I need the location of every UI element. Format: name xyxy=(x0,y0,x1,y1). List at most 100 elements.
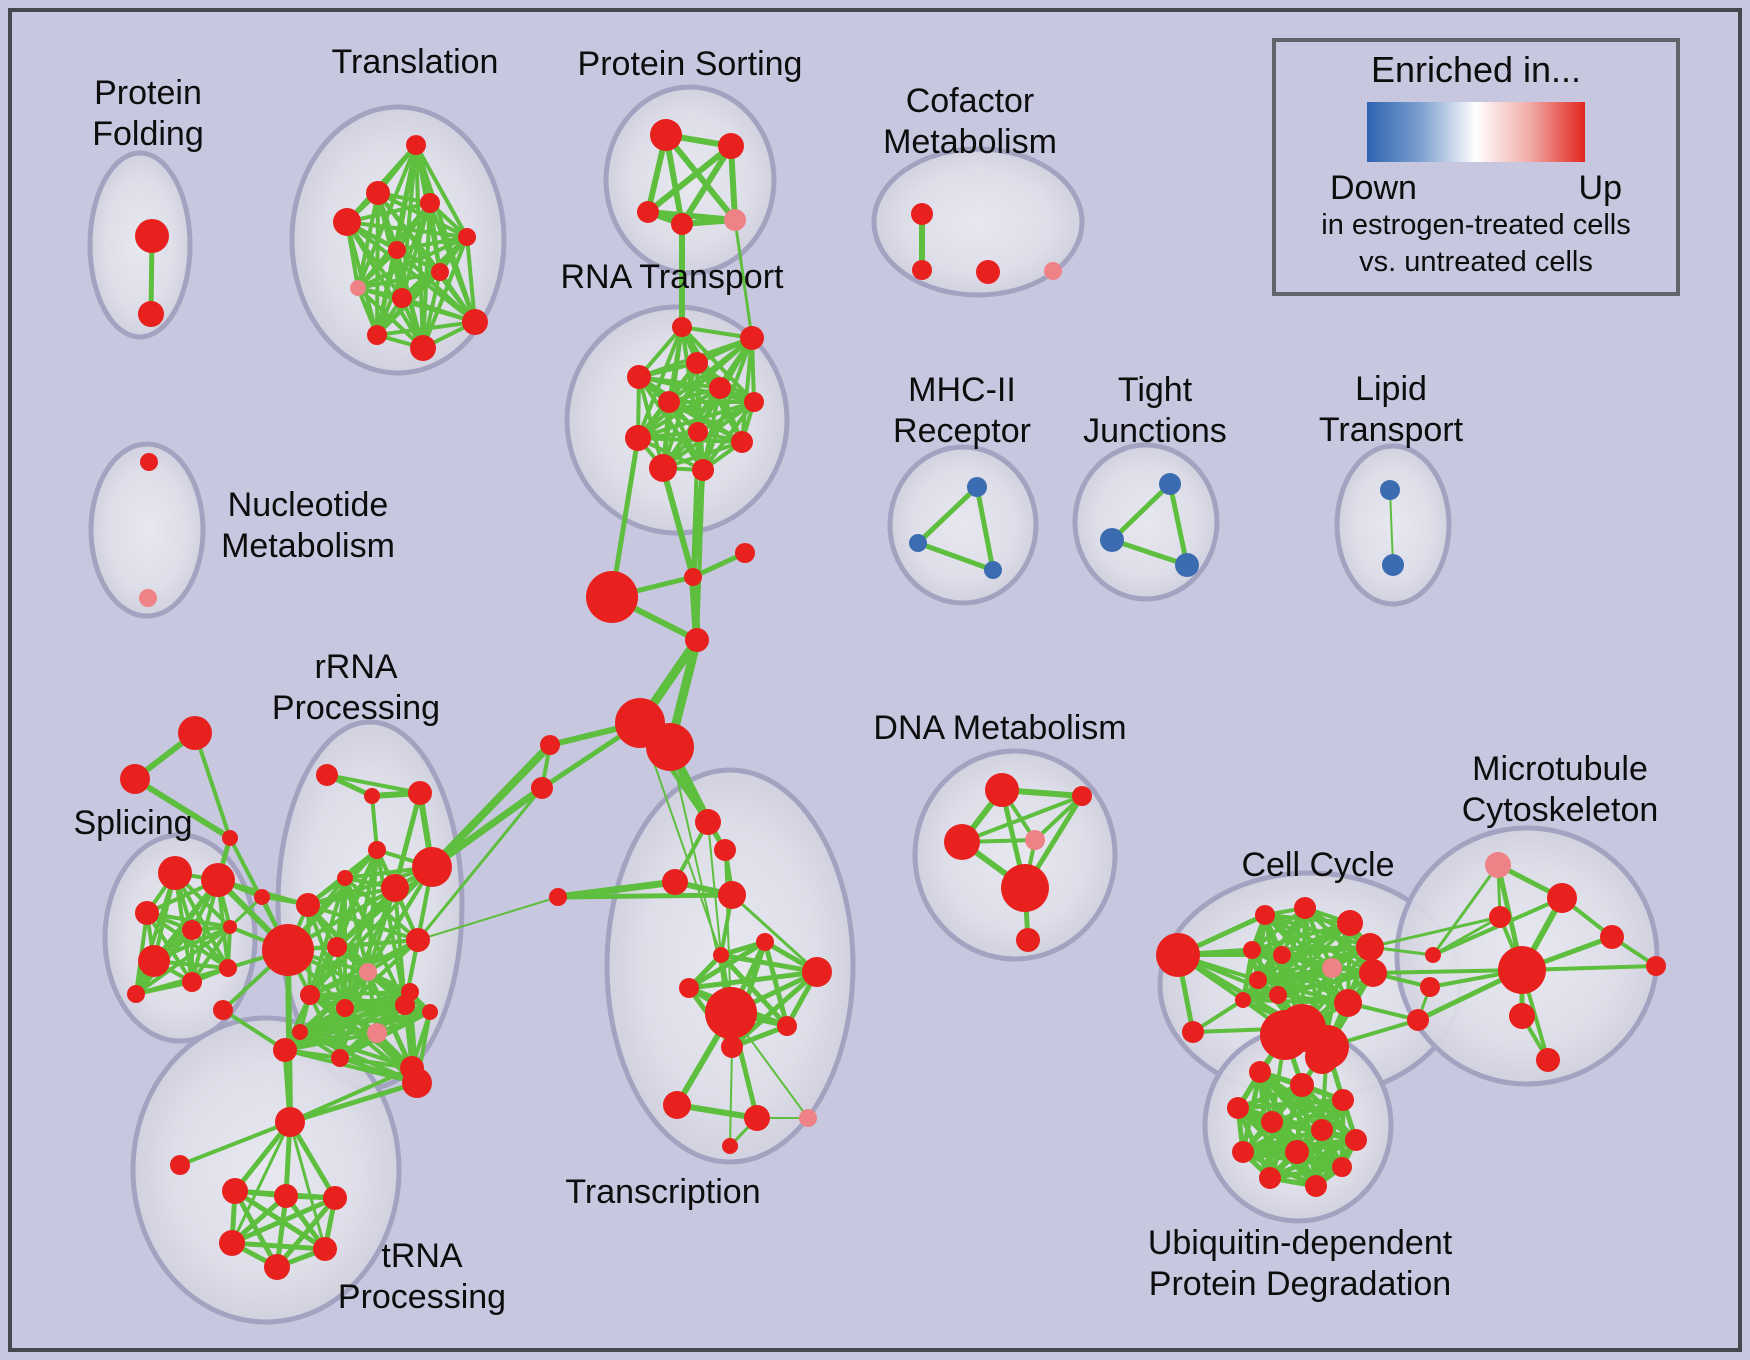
gene-set-node-tr0 xyxy=(275,1107,305,1137)
gene-set-node-b2 xyxy=(684,568,702,586)
cluster-label-microtubule-cytoskeleton: Cytoskeleton xyxy=(1462,791,1659,829)
gene-set-node-c2 xyxy=(1294,897,1316,919)
gene-set-node-rt3 xyxy=(686,352,708,374)
edge xyxy=(392,790,423,891)
edge xyxy=(416,786,544,942)
gene-set-node-mt6 xyxy=(1509,1003,1535,1029)
gene-set-node-u1 xyxy=(1260,1010,1310,1060)
edge xyxy=(145,911,230,970)
edge xyxy=(1389,489,1394,566)
edge xyxy=(1167,481,1190,568)
gene-set-node-r9 xyxy=(262,924,314,976)
gene-set-node-r24 xyxy=(401,983,419,1001)
gene-set-node-m2 xyxy=(909,534,927,552)
edge xyxy=(663,132,738,223)
edge xyxy=(395,235,469,252)
cluster-label-splicing: Splicing xyxy=(73,804,192,842)
gene-set-node-r6 xyxy=(296,893,320,917)
edge xyxy=(686,969,820,991)
gene-set-node-s2 xyxy=(201,863,235,897)
gene-set-node-c6 xyxy=(1322,958,1342,978)
edge xyxy=(190,925,232,984)
edge xyxy=(1371,968,1524,975)
edge xyxy=(178,1120,292,1167)
edge xyxy=(915,484,980,546)
gene-set-node-sp0a xyxy=(178,716,212,750)
edge xyxy=(609,435,641,600)
edge xyxy=(356,248,399,290)
edge xyxy=(375,320,477,337)
gene-set-node-c11 xyxy=(1359,959,1387,987)
gene-set-node-tj3 xyxy=(1175,553,1199,577)
gene-set-node-tx13 xyxy=(744,1105,770,1131)
gene-set-node-b8 xyxy=(531,777,553,799)
gene-set-node-ps4 xyxy=(671,213,693,235)
edge xyxy=(465,235,477,324)
legend-scale-row: Down Up xyxy=(1330,170,1622,206)
gene-set-node-tx5 xyxy=(756,933,774,951)
edge xyxy=(393,886,407,1007)
edge xyxy=(306,865,434,907)
cluster-ellipse-lipid-transport xyxy=(1334,443,1452,607)
gene-set-node-rt2 xyxy=(740,326,764,350)
edge xyxy=(1250,921,1352,952)
gene-set-node-ub3 xyxy=(1227,1097,1249,1119)
edge xyxy=(915,540,996,573)
gene-set-node-ub4 xyxy=(1332,1089,1354,1111)
gene-set-node-sp0b xyxy=(120,764,150,794)
edge xyxy=(1431,863,1500,957)
gene-set-node-s6 xyxy=(138,945,170,977)
edge xyxy=(343,938,420,1010)
gene-set-node-c16 xyxy=(1425,947,1441,963)
cluster-label-lipid-transport: Transport xyxy=(1319,411,1464,449)
gene-set-node-r19 xyxy=(213,1000,233,1020)
cluster-label-lipid-transport: Lipid xyxy=(1355,370,1427,408)
gene-set-node-d3 xyxy=(944,824,980,860)
edge xyxy=(707,821,722,956)
edge xyxy=(729,1046,733,1147)
gene-set-node-ub8 xyxy=(1232,1141,1254,1163)
edge xyxy=(660,465,696,580)
cluster-label-cell-cycle: Cell Cycle xyxy=(1241,846,1394,884)
cluster-label-mhc-ii-receptor: Receptor xyxy=(893,412,1031,450)
cluster-ellipse-cofactor-metabolism xyxy=(871,146,1085,298)
edge xyxy=(193,731,232,840)
edge xyxy=(974,484,996,573)
gene-set-node-r2 xyxy=(364,788,380,804)
edge xyxy=(669,746,732,1014)
gene-set-node-tr1 xyxy=(170,1155,190,1175)
gene-set-node-rt1 xyxy=(672,317,692,337)
edge xyxy=(134,925,232,996)
legend-caption-line1: in estrogen-treated cells xyxy=(1321,209,1631,241)
cluster-label-microtubule-cytoskeleton: Microtubule xyxy=(1472,750,1648,788)
gene-set-node-lp1 xyxy=(1380,480,1400,500)
gene-set-node-d2 xyxy=(1072,786,1092,806)
edge xyxy=(370,794,379,852)
gene-set-node-cf4 xyxy=(1044,262,1062,280)
gene-set-node-mt7 xyxy=(1536,1048,1560,1072)
gene-set-node-r7 xyxy=(381,874,409,902)
edge xyxy=(375,848,407,1007)
edge xyxy=(283,990,412,1052)
cluster-label-cofactor-metabolism: Cofactor xyxy=(906,82,1035,120)
edge xyxy=(679,143,734,227)
gene-set-node-ch xyxy=(1156,933,1200,977)
gene-set-node-r14 xyxy=(336,999,354,1017)
cluster-label-trna-processing: tRNA xyxy=(381,1237,463,1275)
gene-set-node-r16 xyxy=(367,1023,387,1043)
edge xyxy=(308,865,434,997)
cluster-label-mhc-ii-receptor: MHC-II xyxy=(908,371,1016,409)
gene-set-node-d4 xyxy=(1025,830,1045,850)
edge xyxy=(762,939,790,1029)
gene-set-node-tr2 xyxy=(222,1178,248,1204)
edge xyxy=(287,1080,420,1125)
gene-set-node-tx6 xyxy=(713,947,729,963)
edge xyxy=(637,375,756,404)
gene-set-node-tj2 xyxy=(1100,528,1124,552)
gene-set-node-r10 xyxy=(327,937,347,957)
gene-set-node-ps1 xyxy=(650,119,682,151)
edge xyxy=(645,143,734,215)
gene-set-node-t8 xyxy=(350,280,366,296)
cluster-label-ubiquitin-degradation: Protein Degradation xyxy=(1149,1265,1451,1303)
cluster-label-rrna-processing: rRNA xyxy=(314,648,397,686)
